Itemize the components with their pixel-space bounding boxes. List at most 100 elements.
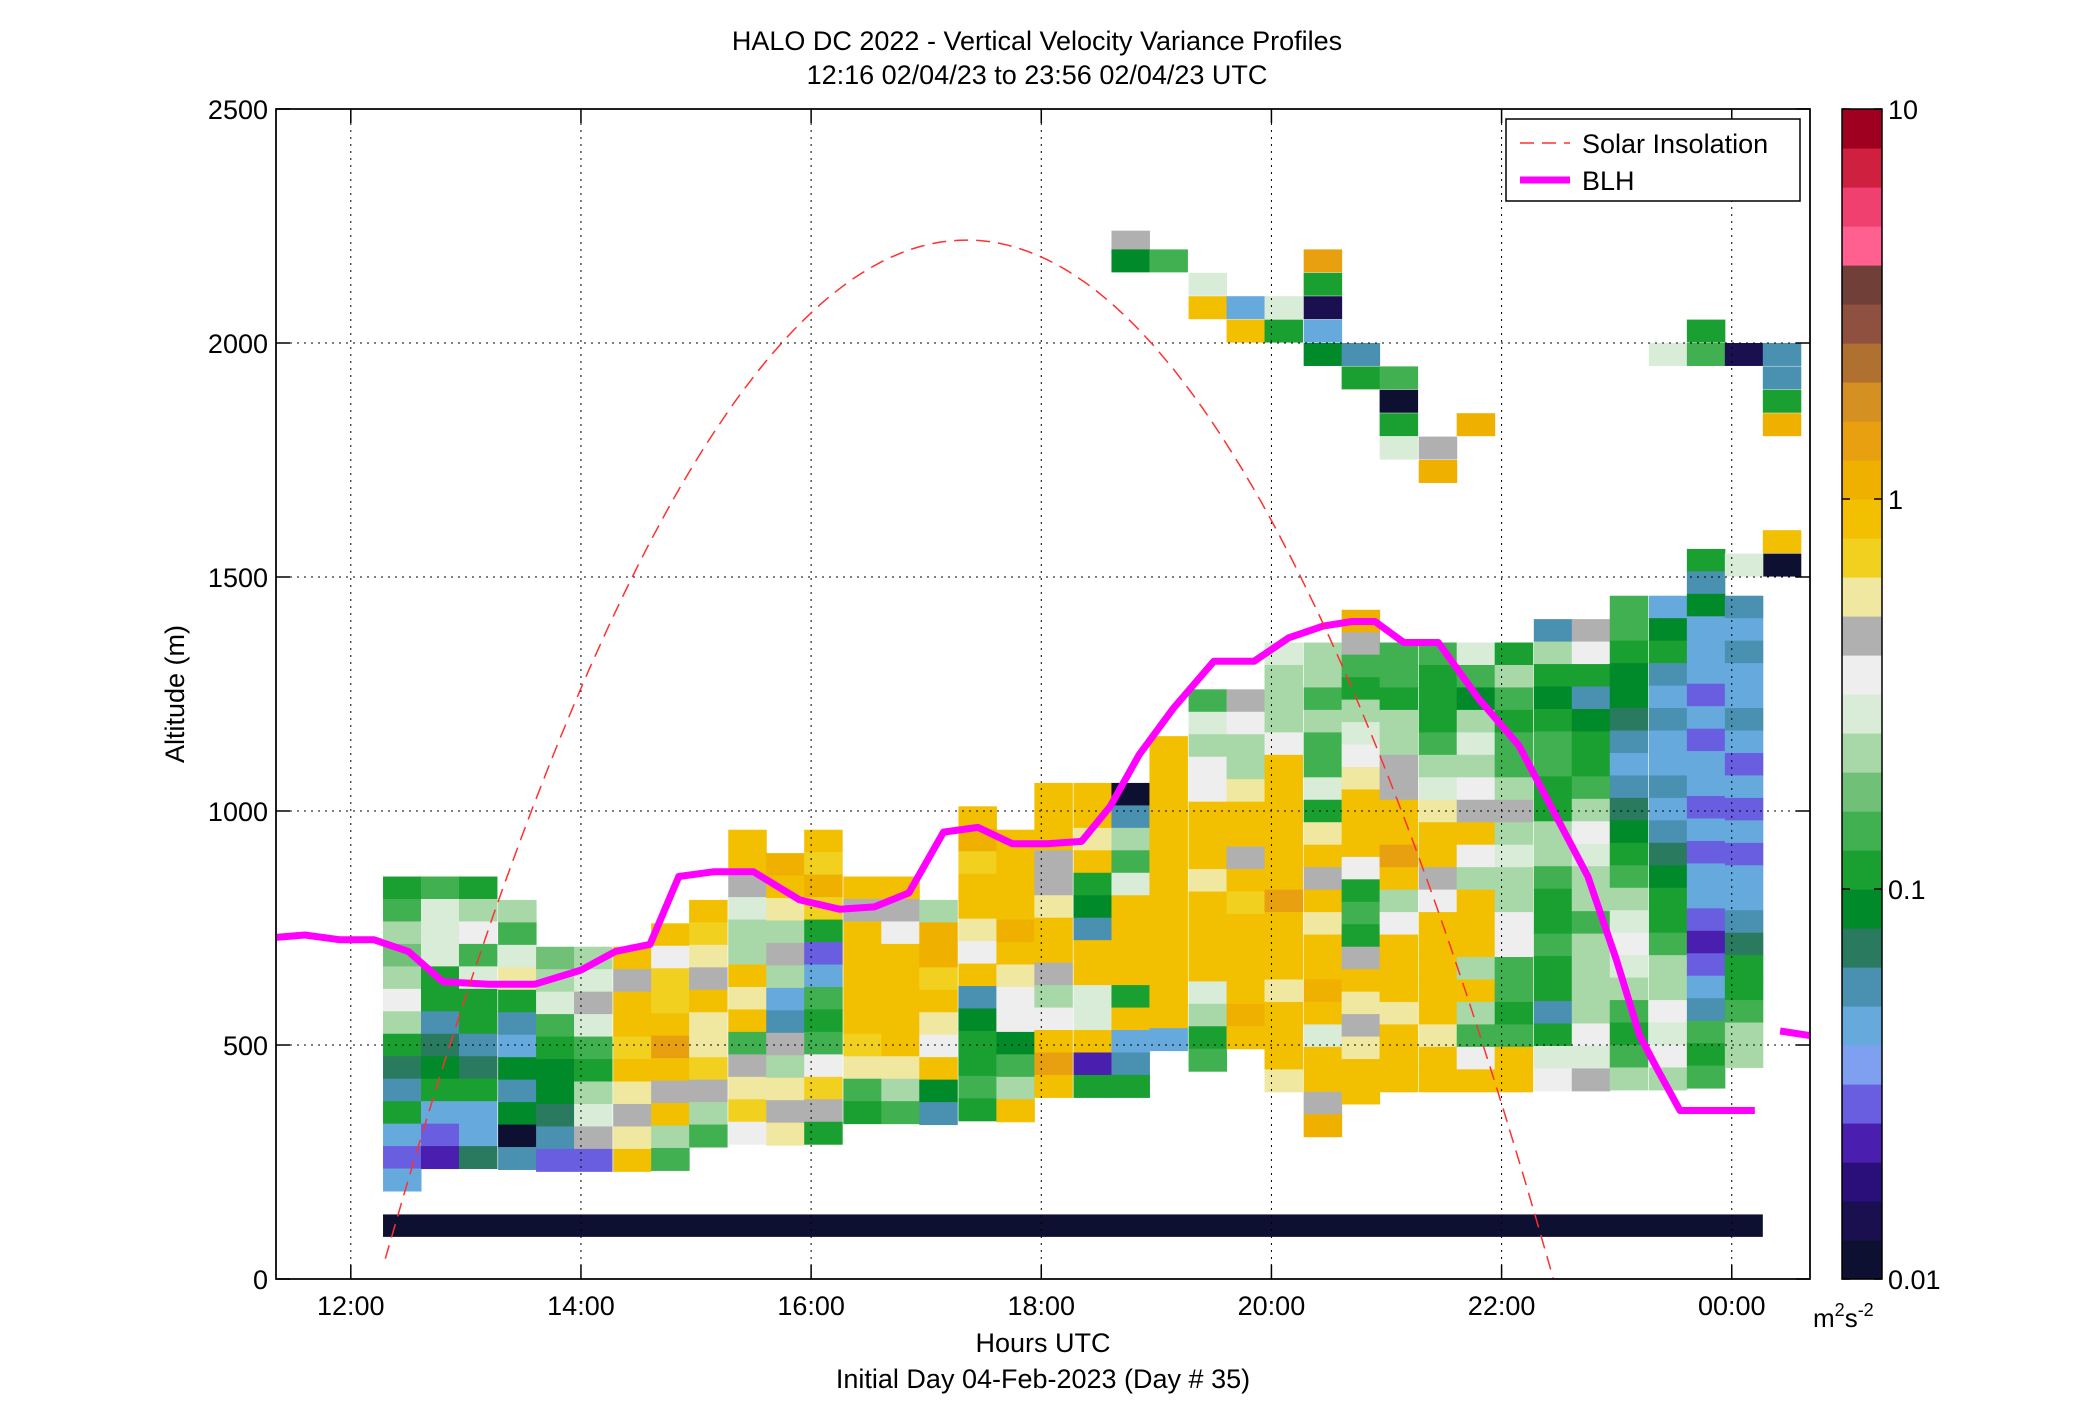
x-tick-label: 22:00 <box>1468 1291 1536 1321</box>
heatmap-cell <box>1264 777 1304 801</box>
heatmap-cell <box>1034 1052 1073 1076</box>
heatmap-cell <box>613 1036 652 1060</box>
heatmap-cell <box>1073 1030 1112 1053</box>
heatmap-cell <box>1494 979 1534 1003</box>
heatmap-cell <box>1609 752 1649 776</box>
colorbar-segment <box>1842 1006 1882 1046</box>
heatmap-cell <box>574 1081 613 1105</box>
heatmap-cell <box>1418 1046 1458 1070</box>
heatmap-cell <box>766 853 805 877</box>
y-tick-label: 2000 <box>208 329 268 359</box>
heatmap-cell <box>1494 912 1534 936</box>
y-tick-label: 2500 <box>208 95 268 125</box>
heatmap-cell <box>919 922 958 946</box>
heatmap-cell <box>958 1053 997 1077</box>
heatmap-cell <box>728 1121 767 1145</box>
heatmap-cell <box>1418 687 1458 711</box>
heatmap-cell <box>1264 1046 1304 1070</box>
heatmap-cell <box>1686 343 1726 366</box>
heatmap-cell <box>1379 754 1419 778</box>
heatmap-cell <box>458 1123 498 1147</box>
heatmap-cell <box>1226 734 1266 758</box>
heatmap-cell <box>958 941 997 965</box>
heatmap-cell <box>1724 842 1764 866</box>
heatmap-cell <box>1379 664 1419 688</box>
heatmap-cell <box>1571 731 1611 755</box>
heatmap-cell <box>1188 1048 1228 1072</box>
heatmap-cell <box>1494 1046 1534 1070</box>
heatmap-cell <box>1264 1024 1304 1048</box>
heatmap-cell <box>1533 686 1573 710</box>
heatmap-cell <box>574 1059 613 1083</box>
heatmap-cell <box>1609 842 1649 866</box>
heatmap-cell <box>1456 754 1496 778</box>
heatmap-cell <box>1533 664 1573 688</box>
heatmap-cell <box>1034 782 1073 806</box>
heatmap-cell <box>728 964 767 988</box>
heatmap-cell <box>1724 663 1764 687</box>
heatmap-cell <box>1456 1069 1496 1093</box>
series-lines <box>275 239 1811 1280</box>
heatmap-cell <box>728 829 767 853</box>
heatmap-cell <box>1724 1022 1764 1046</box>
heatmap-cell <box>458 943 498 967</box>
heatmap-cell <box>728 1031 767 1055</box>
heatmap-cell <box>1303 777 1343 801</box>
heatmap-cell <box>1724 797 1764 821</box>
heatmap-cell <box>1149 848 1188 872</box>
heatmap-cell <box>843 1056 882 1080</box>
heatmap-cell <box>420 1011 460 1035</box>
heatmap-cell <box>1533 866 1573 890</box>
heatmap-cell <box>1303 799 1343 823</box>
heatmap-cell <box>1226 756 1266 780</box>
heatmap-cell <box>881 988 920 1012</box>
heatmap-cell <box>1226 296 1266 320</box>
heatmap-cell <box>996 1009 1035 1033</box>
heatmap-cell <box>958 1008 997 1032</box>
heatmap-cell <box>1188 958 1228 982</box>
heatmap-cell <box>1571 821 1611 845</box>
heatmap-cell <box>574 969 613 993</box>
heatmap-cell <box>1609 708 1649 732</box>
heatmap-cell <box>728 874 767 898</box>
colorbar-segment <box>1842 187 1882 227</box>
heatmap-cell <box>1724 343 1764 366</box>
heatmap-cell <box>1226 711 1266 735</box>
heatmap-cell <box>1609 595 1649 619</box>
heatmap-cell <box>1648 932 1688 956</box>
heatmap-cell <box>1303 1001 1343 1025</box>
heatmap-cell <box>1533 753 1573 777</box>
heatmap-cell <box>498 1079 537 1103</box>
y-axis-label: Altitude (m) <box>160 625 190 763</box>
heatmap-cell <box>458 1101 498 1125</box>
heatmap-cell <box>420 1056 460 1080</box>
heatmap-cells <box>383 230 1802 1237</box>
heatmap-cell <box>919 944 958 968</box>
colorbar-segment <box>1842 616 1882 656</box>
heatmap-cell <box>536 1081 575 1105</box>
heatmap-cell <box>1686 593 1726 617</box>
heatmap-cell <box>1034 917 1073 941</box>
heatmap-cell <box>1418 436 1458 460</box>
heatmap-cell <box>1686 1065 1726 1089</box>
heatmap-cell <box>1303 319 1343 343</box>
heatmap-cell <box>1341 946 1381 970</box>
heatmap-cell <box>881 943 920 967</box>
heatmap-cell <box>1494 957 1534 980</box>
heatmap-cell <box>1648 1000 1688 1024</box>
heatmap-cell <box>1188 936 1228 960</box>
heatmap-cell <box>843 1101 882 1125</box>
heatmap-cell <box>1533 888 1573 912</box>
heatmap-cell <box>1149 915 1188 939</box>
heatmap-cell <box>1379 1024 1419 1048</box>
heatmap-cell <box>1494 934 1534 958</box>
colorbar-segment <box>1842 1162 1882 1202</box>
heatmap-cell <box>1264 822 1304 846</box>
colorbar-segment <box>1842 538 1882 578</box>
colorbar-segment <box>1842 304 1882 344</box>
heatmap-cell <box>1686 683 1726 707</box>
heatmap-cell <box>420 1033 460 1057</box>
heatmap-cell <box>1456 1024 1496 1048</box>
heatmap-cell <box>1609 932 1649 956</box>
heatmap-cell <box>420 988 460 1012</box>
